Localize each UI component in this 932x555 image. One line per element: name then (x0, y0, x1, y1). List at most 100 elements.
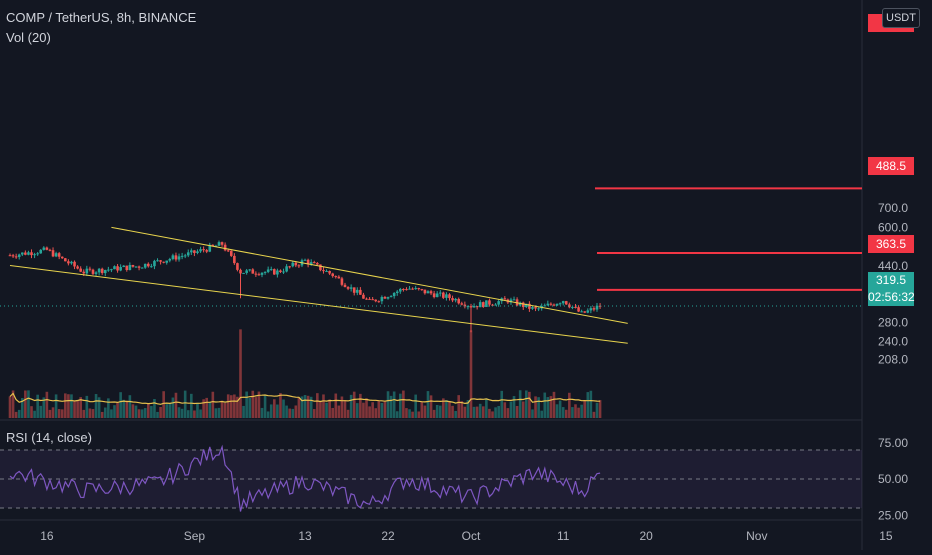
volume-bar (577, 407, 580, 418)
volume-bar (448, 401, 451, 418)
volume-bar (494, 407, 497, 418)
volume-bar (543, 392, 547, 418)
volume-bar (273, 399, 276, 418)
volume-bar (168, 403, 172, 418)
rsi-indicator-label[interactable]: RSI (14, close) (6, 430, 92, 445)
currency-button[interactable]: USDT (882, 8, 920, 28)
candle-body (586, 310, 590, 313)
time-tick-label: Nov (746, 529, 767, 543)
candle-body (11, 255, 15, 257)
volume-bar (282, 399, 285, 418)
volume-bar (162, 391, 165, 418)
volume-bar (534, 396, 537, 418)
volume-bar (125, 400, 129, 418)
candle-body (73, 261, 76, 267)
volume-bar (435, 405, 439, 418)
candle-body (552, 304, 556, 306)
volume-bar (438, 405, 442, 418)
current-price-tag: 319.5 02:56:32 (868, 272, 915, 306)
volume-bar (331, 407, 334, 418)
candle-body (110, 269, 113, 271)
volume-bar (497, 406, 500, 418)
volume-bar (27, 390, 30, 418)
volume-bar (417, 411, 421, 418)
volume-bar (411, 411, 414, 418)
candle-body (199, 249, 202, 252)
volume-indicator-label[interactable]: Vol (20) (6, 30, 51, 45)
volume-bar (466, 400, 470, 418)
candle-body (365, 298, 368, 300)
candle-body (429, 291, 433, 294)
rsi-layer (0, 444, 862, 512)
candle-body (352, 287, 356, 293)
candle-body (478, 302, 482, 308)
candle-body (589, 308, 593, 311)
drawing-layer (0, 187, 862, 344)
candle-body (91, 269, 95, 274)
volume-bar (251, 390, 255, 418)
candle-body (555, 303, 559, 306)
volume-bar (107, 398, 110, 418)
volume-bar (414, 394, 417, 418)
volume-bar (531, 409, 534, 418)
symbol-title[interactable]: COMP / TetherUS, 8h, BINANCE (6, 10, 197, 25)
candle-body (260, 272, 264, 275)
volume-bar (257, 391, 261, 418)
volume-bar (260, 407, 264, 418)
candle-body (481, 302, 485, 307)
candle-body (128, 264, 132, 270)
candle-body (528, 303, 531, 309)
volume-bar (208, 402, 212, 418)
volume-bar (408, 409, 411, 418)
candle-body (371, 299, 374, 301)
candle-body (445, 294, 448, 298)
candle-body (402, 289, 405, 291)
price-tick-label: 240.0 (878, 335, 908, 349)
volume-bar (500, 390, 504, 418)
volume-bar (478, 403, 482, 418)
candle-body (469, 306, 473, 308)
candle-body (337, 276, 341, 279)
candle-body (503, 298, 507, 300)
candle-body (303, 259, 307, 261)
volume-bar (546, 397, 550, 418)
volume-bar (288, 408, 291, 418)
candle-body (294, 262, 298, 266)
volume-bar (60, 409, 64, 418)
candle-body (518, 302, 522, 306)
volume-bar (515, 405, 519, 418)
volume-bar (580, 404, 583, 418)
volume-bar (592, 411, 596, 418)
candle-body (571, 306, 574, 308)
volume-bar (24, 390, 27, 418)
candle-body (359, 289, 362, 295)
rsi-line (9, 444, 601, 512)
volume-bar (196, 402, 199, 418)
candle-body (269, 269, 273, 271)
volume-bar (140, 409, 144, 418)
volume-bar (334, 393, 338, 418)
candle-body (17, 254, 21, 258)
volume-bar (518, 390, 522, 418)
volume-bar (457, 395, 461, 418)
candle-body (30, 252, 33, 256)
candle-body (119, 267, 122, 271)
volume-bar (475, 406, 479, 418)
volume-bar (395, 411, 399, 418)
volume-bar (589, 390, 593, 418)
candle-body (245, 270, 248, 273)
candle-body (521, 302, 525, 308)
volume-bar (137, 409, 141, 418)
candle-body (420, 289, 424, 291)
volume-bar (64, 393, 67, 418)
volume-bar (30, 406, 33, 418)
volume-bar (595, 402, 599, 418)
candle-body (60, 256, 64, 259)
candle-body (291, 262, 295, 267)
volume-bar (190, 393, 193, 418)
grid (0, 0, 863, 550)
candle-body (147, 263, 150, 267)
candle-body (97, 268, 101, 273)
